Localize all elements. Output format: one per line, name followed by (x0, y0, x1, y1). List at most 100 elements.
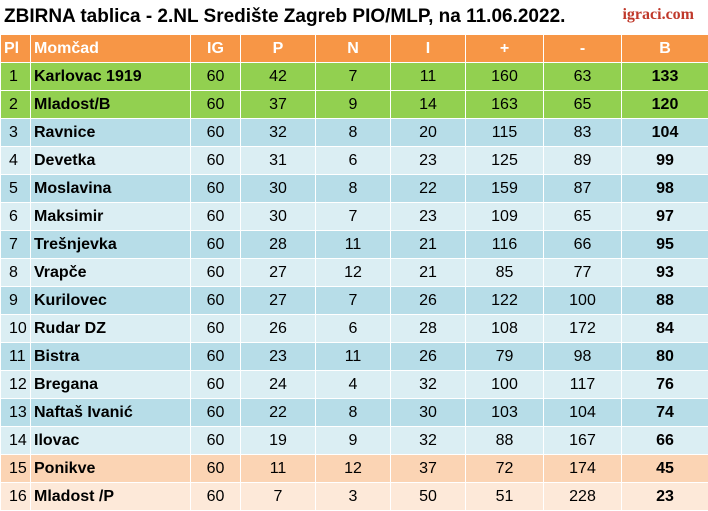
table-cell: 115 (466, 119, 544, 147)
column-header: P (241, 35, 316, 63)
table-cell: 93 (622, 259, 708, 287)
table-cell: 133 (622, 63, 708, 91)
logo[interactable]: igraci.com (622, 6, 694, 24)
table-cell: 23 (241, 343, 316, 371)
table-cell: 9 (316, 427, 391, 455)
table-cell: 6 (1, 203, 31, 231)
table-cell: 21 (391, 231, 466, 259)
table-cell: 88 (622, 287, 708, 315)
table-cell: 6 (316, 147, 391, 175)
table-cell: 60 (191, 287, 241, 315)
table-cell: 5 (1, 175, 31, 203)
table-cell: 7 (316, 287, 391, 315)
table-cell: 98 (544, 343, 622, 371)
table-cell: 11 (316, 231, 391, 259)
header: ZBIRNA tablica - 2.NL Središte Zagreb PI… (0, 0, 708, 34)
table-cell: 60 (191, 343, 241, 371)
table-cell: 228 (544, 483, 622, 511)
table-cell: 88 (466, 427, 544, 455)
table-cell: 3 (316, 483, 391, 511)
table-cell: 3 (1, 119, 31, 147)
table-cell: Moslavina (31, 175, 191, 203)
table-cell: 60 (191, 231, 241, 259)
table-cell: 104 (622, 119, 708, 147)
table-cell: 159 (466, 175, 544, 203)
table-cell: 12 (316, 259, 391, 287)
table-cell: 163 (466, 91, 544, 119)
table-cell: 9 (1, 287, 31, 315)
table-cell: 26 (391, 287, 466, 315)
table-cell: 23 (391, 203, 466, 231)
table-cell: 10 (1, 315, 31, 343)
table-cell: 42 (241, 63, 316, 91)
column-header: N (316, 35, 391, 63)
table-cell: 72 (466, 455, 544, 483)
table-cell: 27 (241, 259, 316, 287)
table-cell: 65 (544, 91, 622, 119)
table-cell: 60 (191, 259, 241, 287)
table-cell: 11 (391, 63, 466, 91)
table-cell: 116 (466, 231, 544, 259)
table-cell: 7 (316, 203, 391, 231)
table-cell: 19 (241, 427, 316, 455)
table-cell: 109 (466, 203, 544, 231)
column-header: Momčad (31, 35, 191, 63)
table-cell: 1 (1, 63, 31, 91)
table-cell: 160 (466, 63, 544, 91)
table-cell: 122 (466, 287, 544, 315)
table-cell: 8 (316, 399, 391, 427)
table-cell: 45 (622, 455, 708, 483)
table-cell: 60 (191, 175, 241, 203)
table-cell: 22 (241, 399, 316, 427)
table-cell: 2 (1, 91, 31, 119)
table-cell: 6 (316, 315, 391, 343)
table-cell: 7 (1, 231, 31, 259)
table-cell: 9 (316, 91, 391, 119)
table-cell: 117 (544, 371, 622, 399)
table-cell: Ponikve (31, 455, 191, 483)
table-cell: 27 (241, 287, 316, 315)
table-cell: 83 (544, 119, 622, 147)
table-cell: 23 (622, 483, 708, 511)
table-cell: 14 (391, 91, 466, 119)
table-cell: 66 (622, 427, 708, 455)
table-cell: 60 (191, 427, 241, 455)
table-cell: Karlovac 1919 (31, 63, 191, 91)
table-cell: Naftaš Ivanić (31, 399, 191, 427)
table-cell: 125 (466, 147, 544, 175)
column-header: IG (191, 35, 241, 63)
table-cell: 104 (544, 399, 622, 427)
table-cell: Mladost/B (31, 91, 191, 119)
table-cell: 60 (191, 455, 241, 483)
table-cell: 26 (241, 315, 316, 343)
column-header: I (391, 35, 466, 63)
table-cell: 30 (391, 399, 466, 427)
table-cell: 95 (622, 231, 708, 259)
table-cell: 108 (466, 315, 544, 343)
table-cell: 60 (191, 147, 241, 175)
table-cell: 15 (1, 455, 31, 483)
table-cell: 51 (466, 483, 544, 511)
table-cell: Vrapče (31, 259, 191, 287)
table-cell: 80 (622, 343, 708, 371)
table-cell: 22 (391, 175, 466, 203)
table-cell: Rudar DZ (31, 315, 191, 343)
table-cell: 65 (544, 203, 622, 231)
table-cell: 99 (622, 147, 708, 175)
table-cell: 8 (316, 175, 391, 203)
table-cell: Mladost /P (31, 483, 191, 511)
table-cell: 100 (544, 287, 622, 315)
column-header: + (466, 35, 544, 63)
table-cell: 89 (544, 147, 622, 175)
table-cell: 13 (1, 399, 31, 427)
table-cell: 11 (241, 455, 316, 483)
